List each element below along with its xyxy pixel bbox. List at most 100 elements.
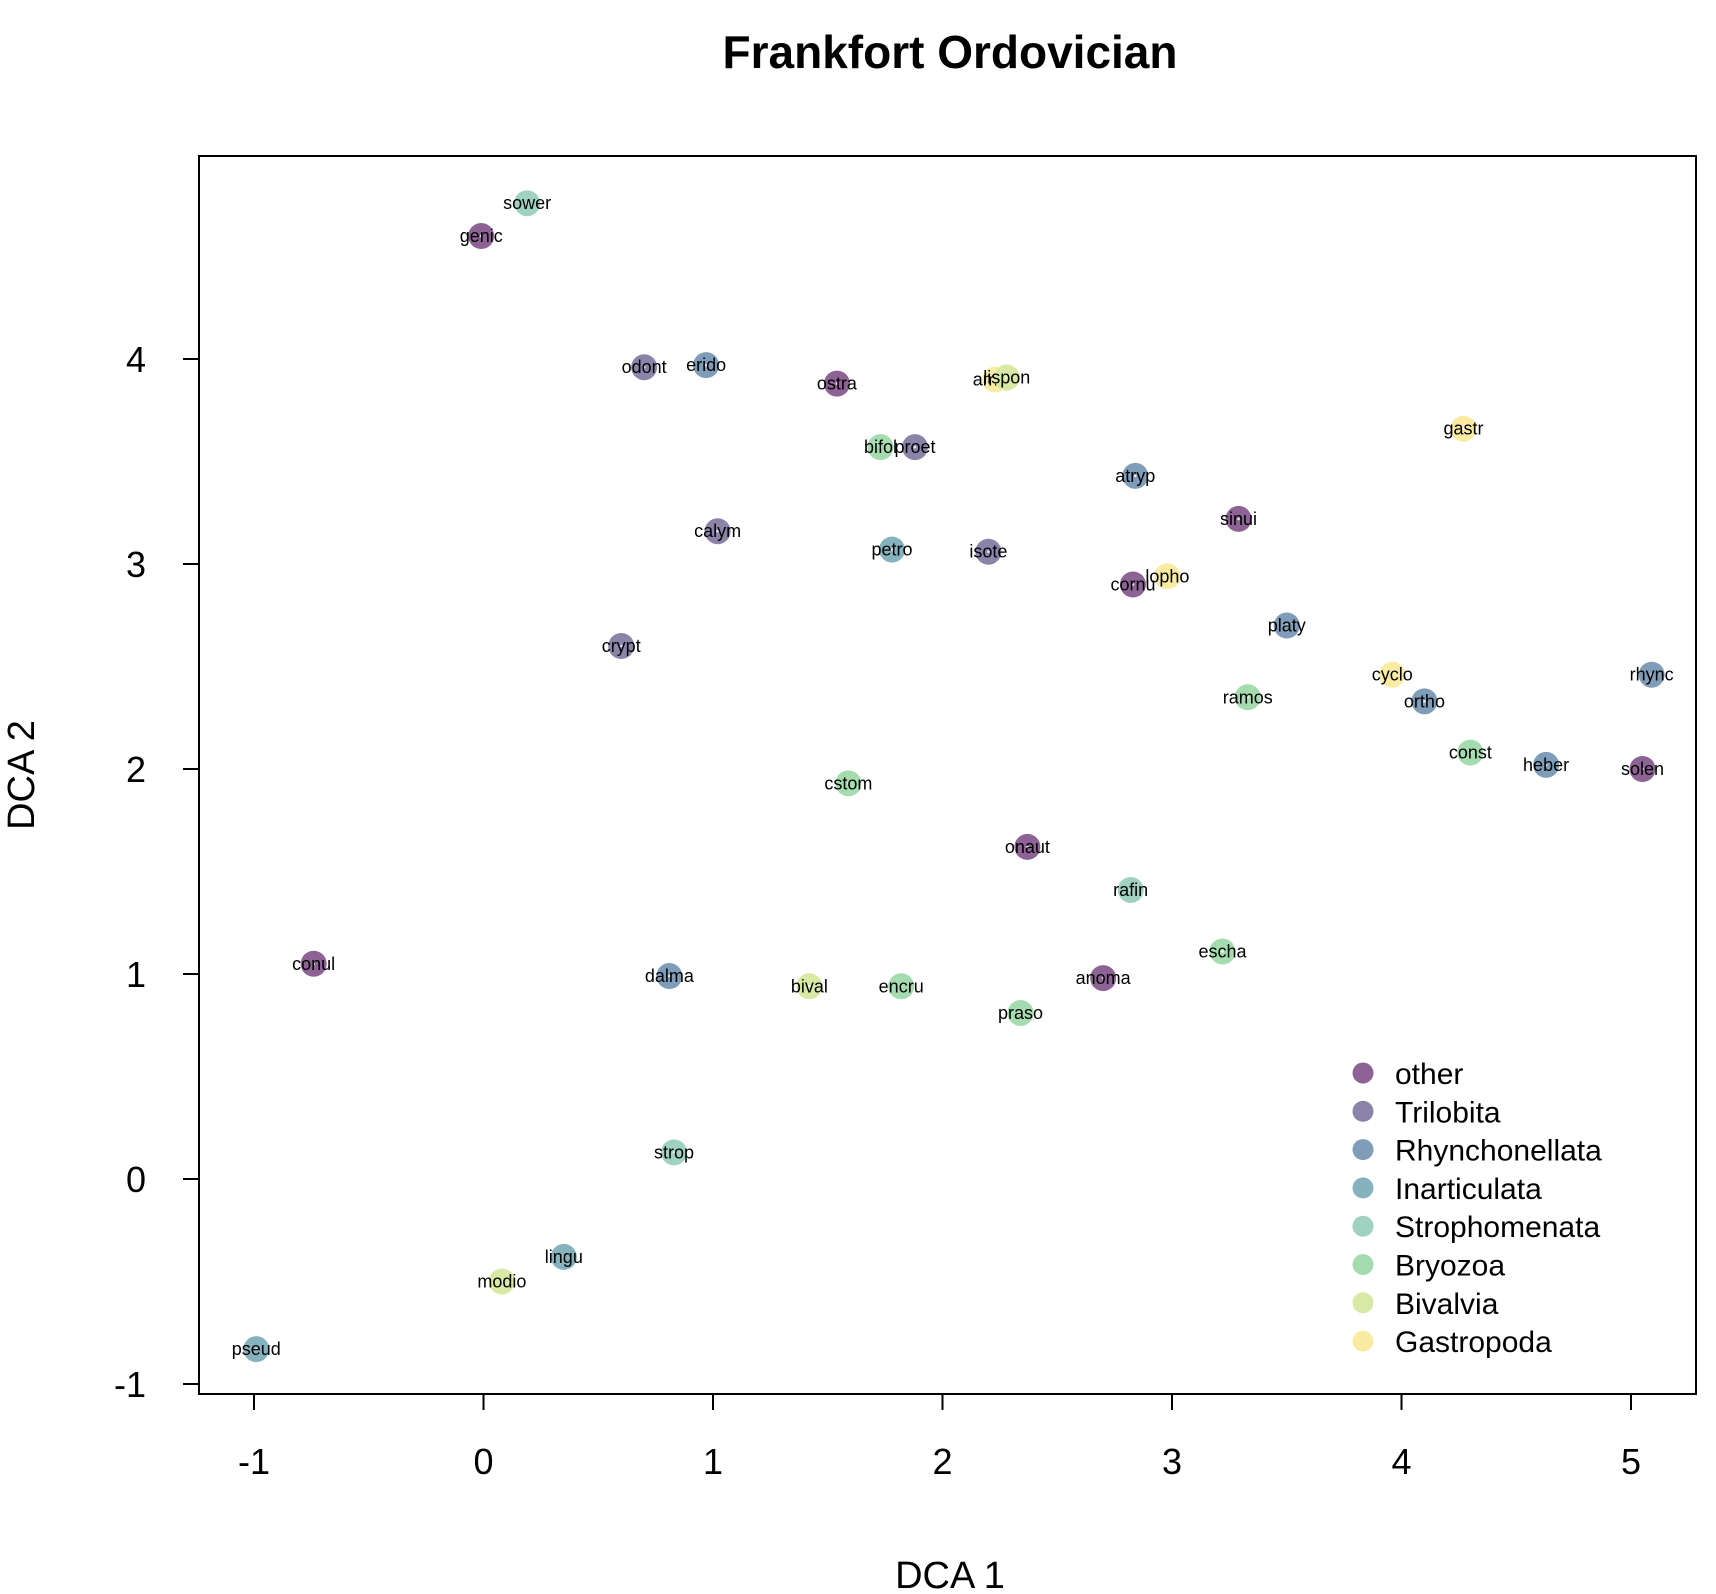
chart-title: Frankfort Ordovician — [723, 26, 1178, 78]
point-lispon: lispon — [983, 364, 1030, 391]
point-cyclo: cyclo — [1372, 661, 1413, 688]
point-center-dot — [808, 985, 811, 988]
point-center-dot — [1005, 376, 1009, 379]
point-center-dot — [835, 382, 839, 385]
x-axis-label: DCA 1 — [895, 1555, 1005, 1594]
point-label: atryp — [1115, 466, 1155, 486]
y-tick-label: 0 — [126, 1159, 146, 1200]
x-tick-label: -1 — [238, 1441, 270, 1482]
point-heber: heber — [1523, 751, 1569, 778]
point-cornu: cornu — [1110, 571, 1156, 598]
point-center-dot — [1129, 888, 1132, 892]
point-center-dot — [479, 234, 483, 238]
point-center-dot — [668, 974, 671, 978]
legend-item: other — [1352, 1058, 1463, 1091]
point-escha: escha — [1198, 938, 1247, 965]
point-center-dot — [1101, 976, 1105, 980]
point-center-dot — [1246, 695, 1250, 699]
point-center-dot — [254, 1347, 258, 1351]
point-label: petro — [871, 540, 912, 560]
point-modio: modio — [477, 1268, 526, 1295]
point-label: onaut — [1005, 837, 1050, 857]
point-petro: petro — [871, 536, 913, 563]
legend-label: Rhynchonellata — [1395, 1135, 1602, 1168]
point-center-dot — [619, 644, 623, 648]
point-center-dot — [1423, 700, 1426, 703]
point-center-dot — [704, 363, 708, 367]
point-label: odont — [622, 357, 667, 377]
point-label: rafin — [1113, 880, 1148, 900]
point-label: const — [1449, 743, 1492, 763]
point-crypt: crypt — [602, 633, 641, 659]
legend-swatch — [1352, 1254, 1374, 1275]
point-label: proet — [894, 437, 935, 457]
point-bival: bival — [791, 973, 828, 1000]
legend-swatch — [1352, 1330, 1374, 1352]
point-center-dot — [716, 529, 719, 533]
point-proet: proet — [894, 434, 935, 461]
legend-swatch — [1352, 1100, 1374, 1122]
point-center-dot — [847, 782, 850, 785]
legend-label: other — [1395, 1058, 1463, 1091]
point-label: sinui — [1220, 509, 1257, 529]
point-label: strop — [654, 1142, 694, 1162]
point-sower: sower — [503, 190, 551, 217]
point-center-dot — [1221, 950, 1224, 953]
x-tick-label: 2 — [932, 1441, 952, 1482]
y-tick-label: 2 — [126, 749, 146, 790]
legend-item: Bivalvia — [1352, 1288, 1499, 1321]
point-label: bifol — [864, 437, 897, 457]
point-anoma: anoma — [1076, 965, 1132, 992]
legend-item: Bryozoa — [1352, 1250, 1505, 1283]
x-tick-label: 1 — [703, 1441, 723, 1482]
point-center-dot — [1133, 474, 1137, 478]
point-center-dot — [1285, 624, 1289, 627]
point-label: isote — [969, 542, 1007, 562]
point-genic: genic — [460, 223, 503, 249]
x-tick-label: 0 — [473, 1441, 493, 1482]
point-center-dot — [1391, 673, 1394, 676]
point-label: conul — [292, 954, 335, 974]
point-sinui: sinui — [1220, 505, 1257, 532]
point-label: gastr — [1443, 419, 1483, 439]
point-label: lispon — [983, 367, 1030, 387]
point-label: sower — [503, 193, 551, 213]
point-center-dot — [562, 1255, 566, 1259]
legend-swatch — [1352, 1062, 1374, 1084]
point-label: cyclo — [1372, 665, 1413, 685]
point-label: heber — [1523, 755, 1569, 775]
legend-swatch — [1352, 1177, 1374, 1199]
legend-item: Strophomenata — [1352, 1211, 1600, 1244]
x-tick-label: 5 — [1621, 1441, 1641, 1482]
point-pseud: pseud — [232, 1336, 281, 1363]
point-label: cstom — [824, 773, 872, 793]
point-center-dot — [312, 962, 315, 966]
point-gastr: gastr — [1443, 415, 1483, 442]
point-center-dot — [1237, 517, 1240, 521]
legend-item: Trilobita — [1352, 1096, 1501, 1129]
point-label: erido — [686, 355, 726, 375]
point-label: genic — [460, 226, 503, 246]
point-center-dot — [1019, 1011, 1022, 1015]
point-center-dot — [890, 548, 894, 551]
point-center-dot — [879, 445, 882, 449]
legend-item: Rhynchonellata — [1352, 1135, 1602, 1168]
y-tick-label: 4 — [126, 339, 146, 380]
point-const: const — [1449, 739, 1492, 766]
x-tick-label: 3 — [1162, 1441, 1182, 1482]
point-label: calym — [694, 521, 741, 541]
point-lopho: lopho — [1145, 563, 1189, 590]
y-tick-label: -1 — [114, 1364, 146, 1405]
point-center-dot — [1462, 427, 1465, 431]
point-center-dot — [1131, 583, 1135, 586]
point-label: escha — [1198, 941, 1247, 961]
legend-swatch — [1352, 1139, 1374, 1161]
point-ortho: ortho — [1404, 688, 1445, 715]
point-label: ostra — [817, 374, 858, 394]
y-axis: -1 0 1 2 3 4 — [114, 339, 200, 1405]
y-tick-label: 1 — [126, 954, 146, 995]
point-center-dot — [1650, 673, 1653, 676]
x-axis: -1 0 1 2 3 4 5 — [238, 1393, 1641, 1482]
point-label: platy — [1268, 616, 1306, 636]
